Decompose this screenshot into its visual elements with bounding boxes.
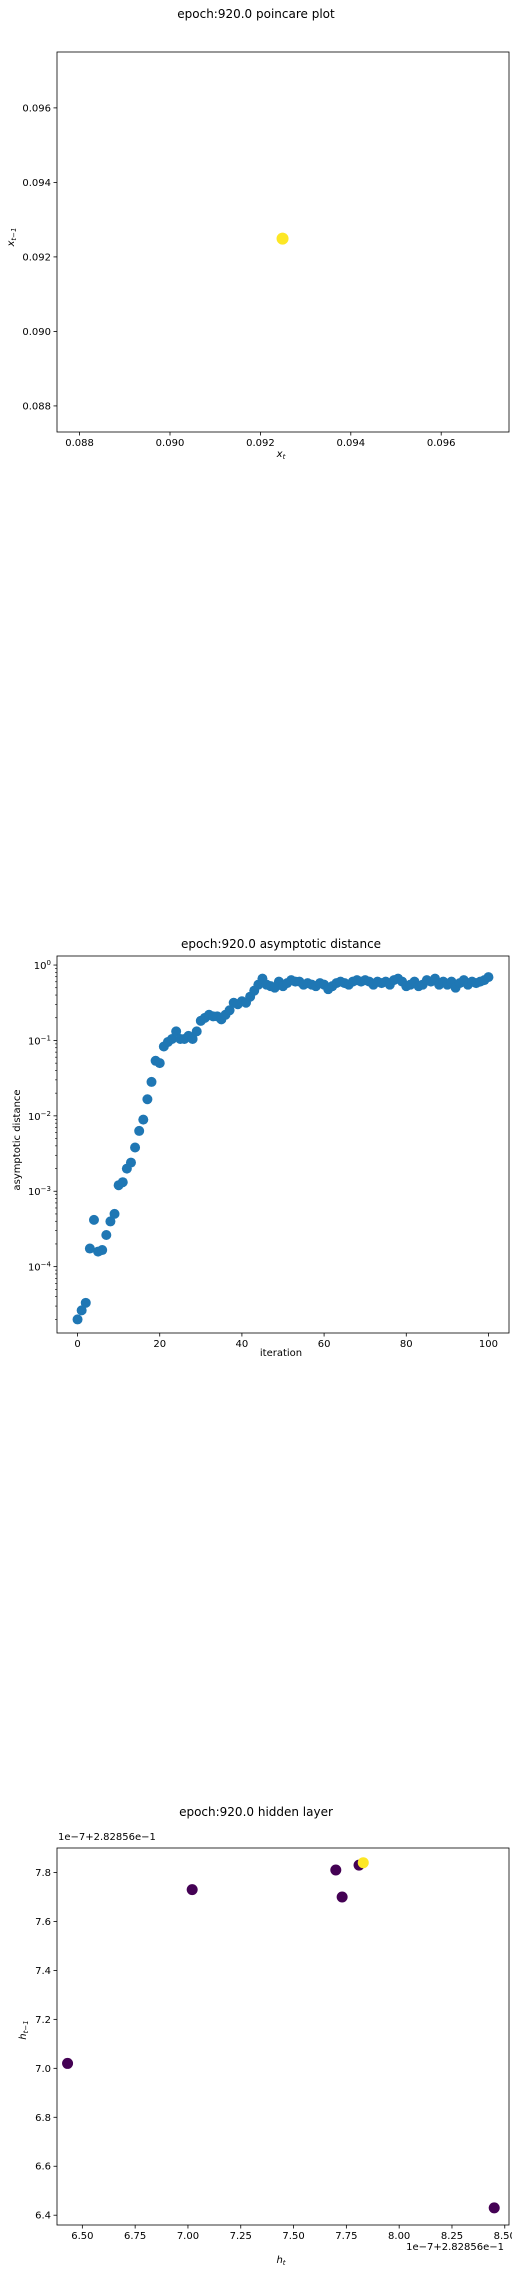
hidden-layer-xtick-label: 8.00 — [388, 2231, 410, 2242]
poincare-ytick-label: 0.096 — [22, 103, 51, 114]
hidden-layer-ytick-label: 6.4 — [35, 2211, 51, 2222]
hidden-layer-ytick-label: 7.8 — [35, 1868, 51, 1879]
hidden-layer-point — [337, 1891, 348, 1902]
distance-xtick-label: 20 — [153, 1339, 166, 1350]
distance-point — [73, 1314, 83, 1324]
poincare-xtick-label: 0.092 — [246, 438, 275, 449]
poincare-ytick-label: 0.094 — [22, 178, 51, 189]
distance-point — [155, 1058, 165, 1068]
hidden-layer-point — [62, 2058, 73, 2069]
distance-ytick-label: 10−2 — [28, 1110, 51, 1123]
hidden-layer-x-offset: 1e−7+2.82856e−1 — [406, 2242, 504, 2253]
hidden-layer-point — [358, 1857, 369, 1868]
hidden-layer-plot: epoch:920.0 hidden layer 1e−7+2.82856e−1… — [0, 1790, 512, 2269]
poincare-xtick-label: 0.094 — [336, 438, 365, 449]
hidden-layer-frame — [57, 1848, 509, 2225]
distance-ytick-label: 10−3 — [28, 1185, 51, 1198]
poincare-plot: epoch:920.0 poincare plot 0.088 0.090 0.09… — [0, 0, 512, 760]
hidden-layer-xtick-label: 6.50 — [71, 2231, 93, 2242]
poincare-xtick-label: 0.090 — [156, 438, 185, 449]
hidden-layer-ytick-label: 6.6 — [35, 2162, 51, 2173]
poincare-ytick-label: 0.092 — [22, 252, 51, 263]
hidden-layer-xtick-label: 6.75 — [124, 2231, 146, 2242]
distance-point — [89, 1215, 99, 1225]
distance-title: epoch:920.0 asymptotic distance — [181, 937, 381, 951]
distance-xtick-label: 40 — [236, 1339, 249, 1350]
distance-point — [192, 1026, 202, 1036]
distance-xtick-label: 80 — [400, 1339, 413, 1350]
poincare-ytick-label: 0.088 — [22, 401, 51, 412]
hidden-layer-point — [489, 2202, 500, 2213]
distance-xtick-label: 100 — [479, 1339, 498, 1350]
hidden-layer-xlabel: ht — [276, 2255, 285, 2267]
hidden-layer-point — [187, 1884, 198, 1895]
distance-point — [110, 1209, 120, 1219]
distance-axes: 0 20 40 60 80 100 10−4 10−3 10−2 10−1 100 — [28, 956, 509, 1350]
hidden-layer-xtick-label: 8.25 — [441, 2231, 463, 2242]
hidden-layer-title: epoch:920.0 hidden layer — [179, 1805, 333, 1819]
distance-xlabel: iteration — [260, 1348, 302, 1359]
hidden-layer-axes: 6.50 6.75 7.00 7.25 7.50 7.75 8.00 8.25 8.50 6.4 6… — [35, 1848, 512, 2242]
hidden-layer-ytick-label: 7.4 — [35, 1966, 51, 1977]
distance-point — [130, 1143, 140, 1153]
distance-point — [126, 1158, 136, 1168]
distance-point — [81, 1298, 91, 1308]
hidden-layer-ytick-label: 7.2 — [35, 2015, 51, 2026]
hidden-layer-ylabel: ht−1 — [18, 2020, 30, 2039]
distance-ylabel: asymptotic distance — [12, 1089, 23, 1190]
poincare-title: epoch:920.0 poincare plot — [177, 7, 335, 21]
hidden-layer-figure: epoch:920.0 hidden layer 1e−7+2.82856e−1… — [0, 1790, 512, 2269]
poincare-axes: 0.088 0.090 0.092 0.094 0.096 0.088 0.090 0.092… — [22, 52, 509, 449]
distance-ytick-label: 10−1 — [28, 1034, 51, 1047]
distance-point — [483, 972, 493, 982]
hidden-layer-xtick-label: 7.25 — [230, 2231, 252, 2242]
hidden-layer-y-offset: 1e−7+2.82856e−1 — [58, 1832, 156, 1843]
distance-point — [118, 1177, 128, 1187]
distance-point — [142, 1094, 152, 1104]
distance-point — [138, 1115, 148, 1125]
poincare-figure: epoch:920.0 poincare plot 0.088 0.090 0.09… — [0, 0, 512, 760]
hidden-layer-xtick-label: 7.00 — [177, 2231, 199, 2242]
distance-point — [97, 1245, 107, 1255]
poincare-xlabel: xt — [276, 449, 286, 461]
poincare-xtick-label: 0.088 — [65, 438, 94, 449]
poincare-point — [277, 233, 289, 245]
poincare-ylabel: xt−1 — [6, 228, 18, 248]
hidden-layer-xtick-label: 7.50 — [282, 2231, 304, 2242]
asymptotic-distance-plot: epoch:920.0 asymptotic distance 0 20 40 60 8… — [0, 900, 512, 1500]
hidden-layer-xtick-label: 8.50 — [494, 2231, 512, 2242]
distance-point — [134, 1126, 144, 1136]
distance-point — [147, 1077, 157, 1087]
distance-point — [101, 1230, 111, 1240]
distance-xtick-label: 60 — [318, 1339, 331, 1350]
hidden-layer-ytick-label: 7.0 — [35, 2064, 51, 2075]
distance-frame — [57, 956, 509, 1333]
distance-ytick-label: 10−4 — [28, 1261, 52, 1274]
distance-ytick-label: 100 — [34, 959, 51, 972]
distance-xtick-label: 0 — [74, 1339, 80, 1350]
hidden-layer-ytick-label: 6.8 — [35, 2113, 51, 2124]
distance-figure: epoch:920.0 asymptotic distance 0 20 40 60 8… — [0, 900, 512, 1500]
hidden-layer-point — [330, 1865, 341, 1876]
hidden-layer-xtick-label: 7.75 — [335, 2231, 357, 2242]
poincare-xtick-label: 0.096 — [427, 438, 456, 449]
poincare-ytick-label: 0.090 — [22, 327, 51, 338]
hidden-layer-ytick-label: 7.6 — [35, 1917, 51, 1928]
